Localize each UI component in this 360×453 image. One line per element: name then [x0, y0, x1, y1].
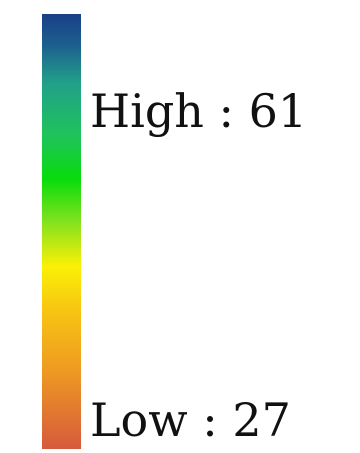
low-value-label: Low : 27 [90, 393, 291, 447]
high-value-label: High : 61 [90, 84, 308, 138]
color-gradient-bar [42, 14, 81, 449]
